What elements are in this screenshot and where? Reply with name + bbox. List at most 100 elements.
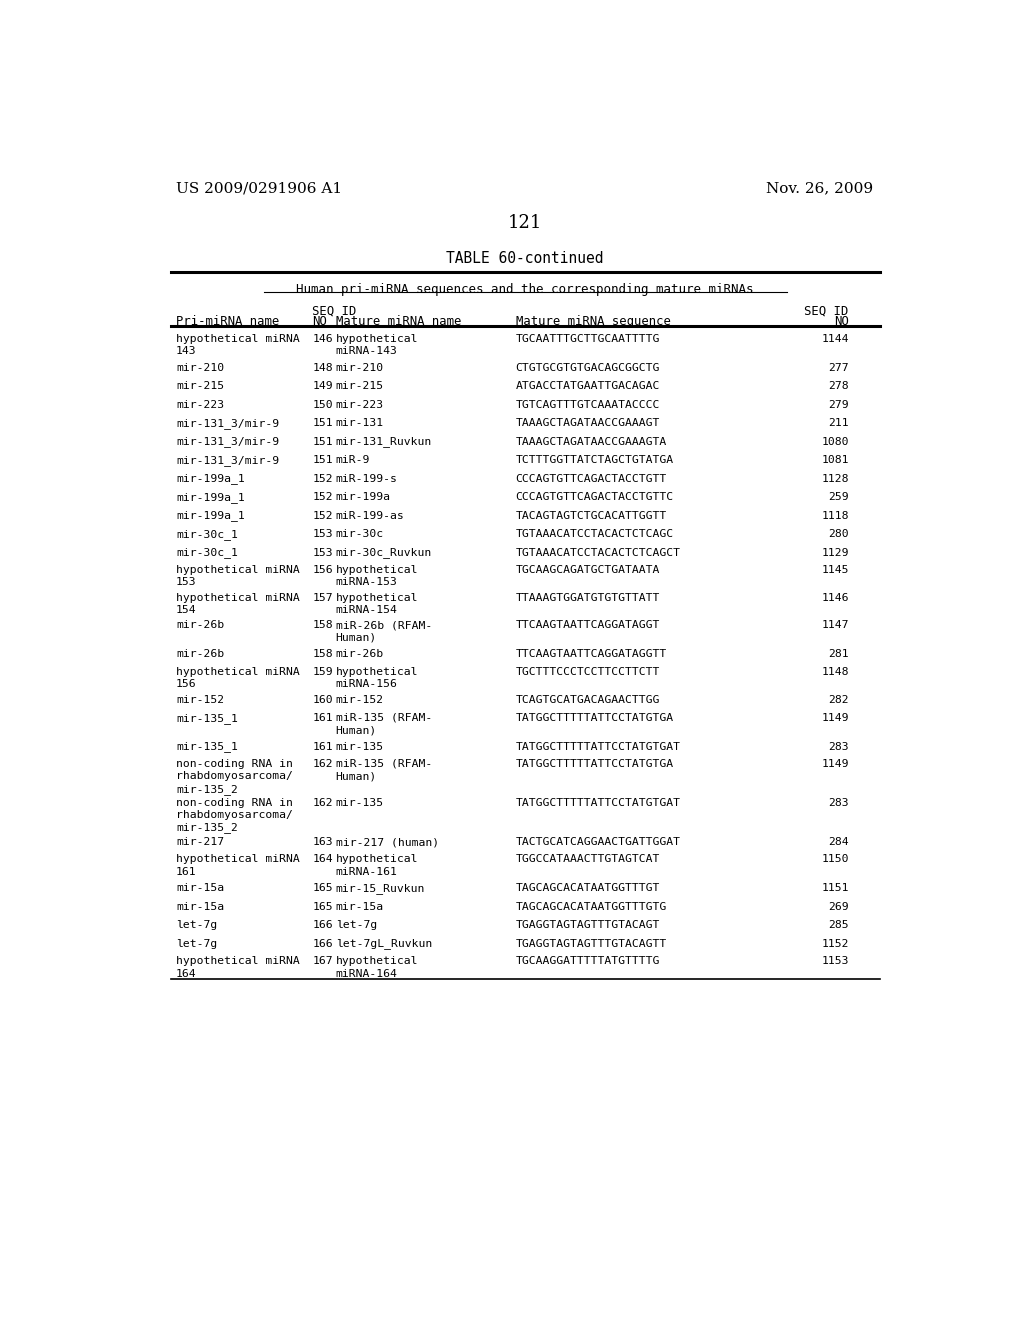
Text: ATGACCTATGAATTGACAGAC: ATGACCTATGAATTGACAGAC: [515, 381, 659, 391]
Text: TGCAATTTGCTTGCAATTTTG: TGCAATTTGCTTGCAATTTTG: [515, 334, 659, 345]
Text: TGAGGTAGTAGTTTGTACAGT: TGAGGTAGTAGTTTGTACAGT: [515, 920, 659, 931]
Text: 1080: 1080: [821, 437, 849, 446]
Text: 1129: 1129: [821, 548, 849, 557]
Text: let-7g: let-7g: [176, 920, 217, 931]
Text: 1144: 1144: [821, 334, 849, 345]
Text: 282: 282: [828, 696, 849, 705]
Text: TABLE 60-continued: TABLE 60-continued: [446, 251, 603, 265]
Text: 156: 156: [312, 565, 333, 576]
Text: TGGCCATAAACTTGTAGTCAT: TGGCCATAAACTTGTAGTCAT: [515, 854, 659, 865]
Text: TCAGTGCATGACAGAACTTGG: TCAGTGCATGACAGAACTTGG: [515, 696, 659, 705]
Text: mir-30c_Ruvkun: mir-30c_Ruvkun: [336, 548, 432, 558]
Text: mir-223: mir-223: [176, 400, 224, 409]
Text: NO: NO: [312, 315, 328, 329]
Text: TACAGTAGTCTGCACATTGGTT: TACAGTAGTCTGCACATTGGTT: [515, 511, 667, 520]
Text: TAAAGCTAGATAACCGAAAGT: TAAAGCTAGATAACCGAAAGT: [515, 418, 659, 428]
Text: TGTAAACATCCTACACTCTCAGC: TGTAAACATCCTACACTCTCAGC: [515, 529, 674, 539]
Text: 1147: 1147: [821, 620, 849, 631]
Text: 1151: 1151: [821, 883, 849, 894]
Text: 1149: 1149: [821, 759, 849, 770]
Text: mir-135: mir-135: [336, 797, 384, 808]
Text: mir-217: mir-217: [176, 837, 224, 847]
Text: 158: 158: [312, 649, 333, 659]
Text: mir-152: mir-152: [176, 696, 224, 705]
Text: 151: 151: [312, 437, 333, 446]
Text: TACTGCATCAGGAACTGATTGGAT: TACTGCATCAGGAACTGATTGGAT: [515, 837, 681, 847]
Text: 150: 150: [312, 400, 333, 409]
Text: mir-199a_1: mir-199a_1: [176, 474, 245, 484]
Text: 1146: 1146: [821, 593, 849, 603]
Text: 1152: 1152: [821, 939, 849, 949]
Text: TGCAAGCAGATGCTGATAATA: TGCAAGCAGATGCTGATAATA: [515, 565, 659, 576]
Text: TGCAAGGATTTTTATGTTTTG: TGCAAGGATTTTTATGTTTTG: [515, 956, 659, 966]
Text: Human pri-miRNA sequences and the corresponding mature miRNAs: Human pri-miRNA sequences and the corres…: [296, 284, 754, 296]
Text: 152: 152: [312, 474, 333, 483]
Text: CTGTGCGTGTGACAGCGGCTG: CTGTGCGTGTGACAGCGGCTG: [515, 363, 659, 372]
Text: hypothetical miRNA
153: hypothetical miRNA 153: [176, 565, 300, 587]
Text: 152: 152: [312, 511, 333, 520]
Text: CCCAGTGTTCAGACTACCTGTT: CCCAGTGTTCAGACTACCTGTT: [515, 474, 667, 483]
Text: hypothetical miRNA
154: hypothetical miRNA 154: [176, 593, 300, 615]
Text: 162: 162: [312, 759, 333, 770]
Text: 161: 161: [312, 742, 333, 751]
Text: 278: 278: [828, 381, 849, 391]
Text: hypothetical miRNA
164: hypothetical miRNA 164: [176, 956, 300, 978]
Text: 166: 166: [312, 939, 333, 949]
Text: 159: 159: [312, 667, 333, 677]
Text: miR-26b (RFAM-
Human): miR-26b (RFAM- Human): [336, 620, 432, 643]
Text: TGCTTTCCCTCCTTCCTTCTT: TGCTTTCCCTCCTTCCTTCTT: [515, 667, 659, 677]
Text: mir-210: mir-210: [336, 363, 384, 372]
Text: mir-199a_1: mir-199a_1: [176, 511, 245, 521]
Text: mir-15a: mir-15a: [336, 902, 384, 912]
Text: 157: 157: [312, 593, 333, 603]
Text: 151: 151: [312, 455, 333, 465]
Text: SEQ ID: SEQ ID: [805, 305, 849, 318]
Text: TATGGCTTTTTATTCCTATGTGAT: TATGGCTTTTTATTCCTATGTGAT: [515, 742, 681, 751]
Text: TCTTTGGTTATCTAGCTGTATGA: TCTTTGGTTATCTAGCTGTATGA: [515, 455, 674, 465]
Text: 165: 165: [312, 883, 333, 894]
Text: 1081: 1081: [821, 455, 849, 465]
Text: Mature miRNA sequence: Mature miRNA sequence: [515, 315, 671, 329]
Text: 153: 153: [312, 548, 333, 557]
Text: mir-135_1: mir-135_1: [176, 713, 238, 723]
Text: mir-210: mir-210: [176, 363, 224, 372]
Text: mir-26b: mir-26b: [176, 620, 224, 631]
Text: 163: 163: [312, 837, 333, 847]
Text: TATGGCTTTTTATTCCTATGTGA: TATGGCTTTTTATTCCTATGTGA: [515, 713, 674, 723]
Text: 152: 152: [312, 492, 333, 502]
Text: TGTCAGTTTGTCAAATACCCC: TGTCAGTTTGTCAAATACCCC: [515, 400, 659, 409]
Text: 148: 148: [312, 363, 333, 372]
Text: mir-26b: mir-26b: [176, 649, 224, 659]
Text: TAAAGCTAGATAACCGAAAGTA: TAAAGCTAGATAACCGAAAGTA: [515, 437, 667, 446]
Text: mir-215: mir-215: [336, 381, 384, 391]
Text: mir-131_3/mir-9: mir-131_3/mir-9: [176, 418, 280, 429]
Text: non-coding RNA in
rhabdomyosarcoma/
mir-135_2: non-coding RNA in rhabdomyosarcoma/ mir-…: [176, 797, 293, 833]
Text: 280: 280: [828, 529, 849, 539]
Text: 165: 165: [312, 902, 333, 912]
Text: TGTAAACATCCTACACTCTCAGCT: TGTAAACATCCTACACTCTCAGCT: [515, 548, 681, 557]
Text: TAGCAGCACATAATGGTTTGT: TAGCAGCACATAATGGTTTGT: [515, 883, 659, 894]
Text: NO: NO: [834, 315, 849, 329]
Text: hypothetical miRNA
161: hypothetical miRNA 161: [176, 854, 300, 876]
Text: 284: 284: [828, 837, 849, 847]
Text: mir-30c_1: mir-30c_1: [176, 548, 238, 558]
Text: Mature miRNA name: Mature miRNA name: [336, 315, 461, 329]
Text: hypothetical
miRNA-156: hypothetical miRNA-156: [336, 667, 418, 689]
Text: 164: 164: [312, 854, 333, 865]
Text: 269: 269: [828, 902, 849, 912]
Text: TTCAAGTAATTCAGGATAGGT: TTCAAGTAATTCAGGATAGGT: [515, 620, 659, 631]
Text: 1150: 1150: [821, 854, 849, 865]
Text: 283: 283: [828, 742, 849, 751]
Text: miR-9: miR-9: [336, 455, 370, 465]
Text: miR-135 (RFAM-
Human): miR-135 (RFAM- Human): [336, 759, 432, 781]
Text: 211: 211: [828, 418, 849, 428]
Text: let-7g: let-7g: [176, 939, 217, 949]
Text: 1118: 1118: [821, 511, 849, 520]
Text: hypothetical
miRNA-153: hypothetical miRNA-153: [336, 565, 418, 587]
Text: TATGGCTTTTTATTCCTATGTGA: TATGGCTTTTTATTCCTATGTGA: [515, 759, 674, 770]
Text: Pri-miRNA name: Pri-miRNA name: [176, 315, 280, 329]
Text: mir-223: mir-223: [336, 400, 384, 409]
Text: mir-199a: mir-199a: [336, 492, 391, 502]
Text: mir-135_1: mir-135_1: [176, 742, 238, 752]
Text: mir-152: mir-152: [336, 696, 384, 705]
